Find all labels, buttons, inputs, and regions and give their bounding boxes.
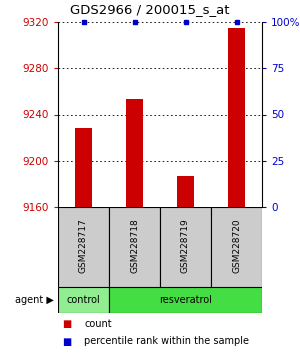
Bar [126, 99, 143, 207]
Text: control: control [67, 295, 100, 305]
Bar [58, 287, 109, 313]
Text: GSM228717: GSM228717 [79, 218, 88, 273]
Text: GSM228720: GSM228720 [232, 218, 241, 273]
Text: GSM228718: GSM228718 [130, 218, 139, 273]
Bar [228, 28, 245, 207]
Text: resveratrol: resveratrol [159, 295, 212, 305]
Text: agent ▶: agent ▶ [15, 295, 54, 305]
Bar [160, 207, 211, 287]
Bar [75, 129, 92, 207]
Text: GDS2966 / 200015_s_at: GDS2966 / 200015_s_at [70, 4, 230, 17]
Text: percentile rank within the sample: percentile rank within the sample [84, 337, 249, 347]
Bar [177, 176, 194, 207]
Text: ■: ■ [62, 337, 71, 347]
Text: count: count [84, 319, 112, 329]
Bar [109, 287, 262, 313]
Bar [58, 207, 109, 287]
Text: GSM228719: GSM228719 [181, 218, 190, 273]
Text: ■: ■ [62, 319, 71, 329]
Bar [109, 207, 160, 287]
Bar [211, 207, 262, 287]
